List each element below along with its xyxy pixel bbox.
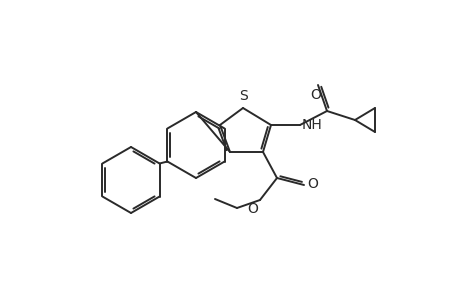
Text: O: O [310, 88, 321, 102]
Text: O: O [246, 202, 257, 216]
Text: S: S [239, 89, 248, 103]
Text: O: O [306, 177, 317, 191]
Text: NH: NH [302, 118, 322, 132]
